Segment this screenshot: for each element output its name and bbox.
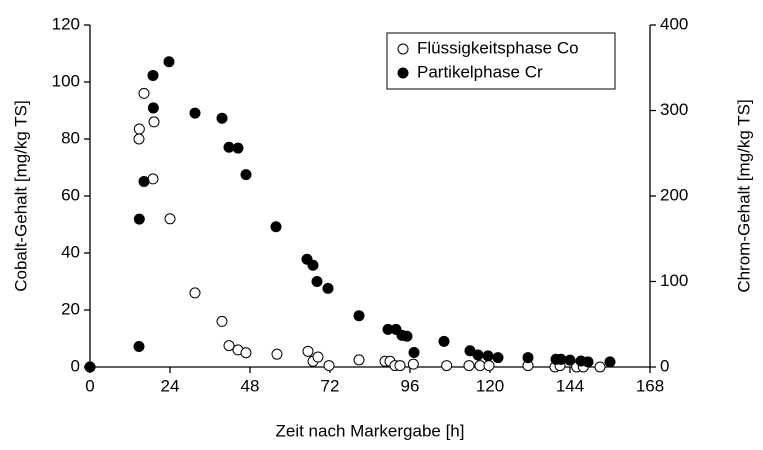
point	[216, 112, 228, 124]
point	[401, 330, 413, 342]
point	[271, 348, 283, 360]
point	[133, 123, 145, 135]
y-tick-label: 100	[52, 71, 80, 90]
y-tick-label: 120	[52, 14, 80, 33]
point	[555, 353, 567, 365]
point	[482, 350, 494, 362]
point	[307, 259, 319, 271]
y2-tick-label: 200	[660, 185, 688, 204]
point	[492, 352, 504, 364]
x-tick-label: 144	[556, 376, 584, 395]
x-tick-label: 0	[85, 376, 94, 395]
y-tick-label: 40	[61, 242, 80, 261]
point	[582, 356, 594, 368]
point	[522, 352, 534, 364]
legend-box	[386, 32, 616, 90]
point	[394, 360, 406, 372]
y-tick-label: 0	[71, 356, 80, 375]
point	[472, 349, 484, 361]
point	[407, 358, 419, 370]
point	[138, 87, 150, 99]
point	[147, 173, 159, 185]
point	[163, 56, 175, 68]
y-tick-label: 60	[61, 185, 80, 204]
y-tick-label: 20	[61, 299, 80, 318]
point	[147, 102, 159, 114]
point	[483, 360, 495, 372]
y-tick-label: 80	[61, 128, 80, 147]
point	[189, 287, 201, 299]
y-axis-label: Cobalt-Gehalt [mg/kg TS]	[11, 100, 30, 292]
point	[138, 175, 150, 187]
legend-label: Partikelphase Cr	[417, 62, 543, 81]
legend-marker	[397, 43, 409, 55]
point	[312, 351, 324, 363]
x-tick-label: 120	[476, 376, 504, 395]
point	[564, 354, 576, 366]
point	[223, 141, 235, 153]
point	[240, 169, 252, 181]
point	[604, 356, 616, 368]
point	[216, 315, 228, 327]
point	[232, 142, 244, 154]
point	[164, 213, 176, 225]
point	[133, 340, 145, 352]
point	[311, 276, 323, 287]
point	[594, 361, 606, 373]
point	[148, 116, 160, 128]
point	[323, 360, 335, 372]
y2-tick-label: 0	[660, 356, 669, 375]
x-tick-label: 72	[321, 376, 340, 395]
point	[147, 69, 159, 81]
y2-axis-label: Chrom-Gehalt [mg/kg TS]	[734, 99, 753, 292]
legend-marker	[397, 67, 409, 79]
point	[322, 282, 334, 294]
point	[463, 360, 475, 372]
y2-tick-label: 300	[660, 100, 688, 119]
point	[441, 360, 453, 372]
point	[223, 340, 235, 352]
x-tick-label: 48	[241, 376, 260, 395]
x-tick-label: 96	[401, 376, 420, 395]
point	[240, 347, 252, 359]
point	[270, 221, 282, 233]
x-tick-label: 24	[161, 376, 180, 395]
point	[302, 345, 314, 357]
point	[133, 213, 145, 225]
legend-label: Flüssigkeitsphase Co	[417, 38, 579, 57]
point	[353, 354, 365, 366]
point	[438, 335, 450, 347]
point	[353, 310, 365, 322]
y2-tick-label: 400	[660, 14, 688, 33]
x-tick-label: 168	[636, 376, 664, 395]
x-axis-label: Zeit nach Markergabe [h]	[276, 421, 465, 440]
point	[84, 361, 96, 373]
y2-tick-label: 100	[660, 271, 688, 290]
point	[189, 107, 201, 119]
point	[133, 133, 145, 145]
point	[408, 346, 420, 358]
